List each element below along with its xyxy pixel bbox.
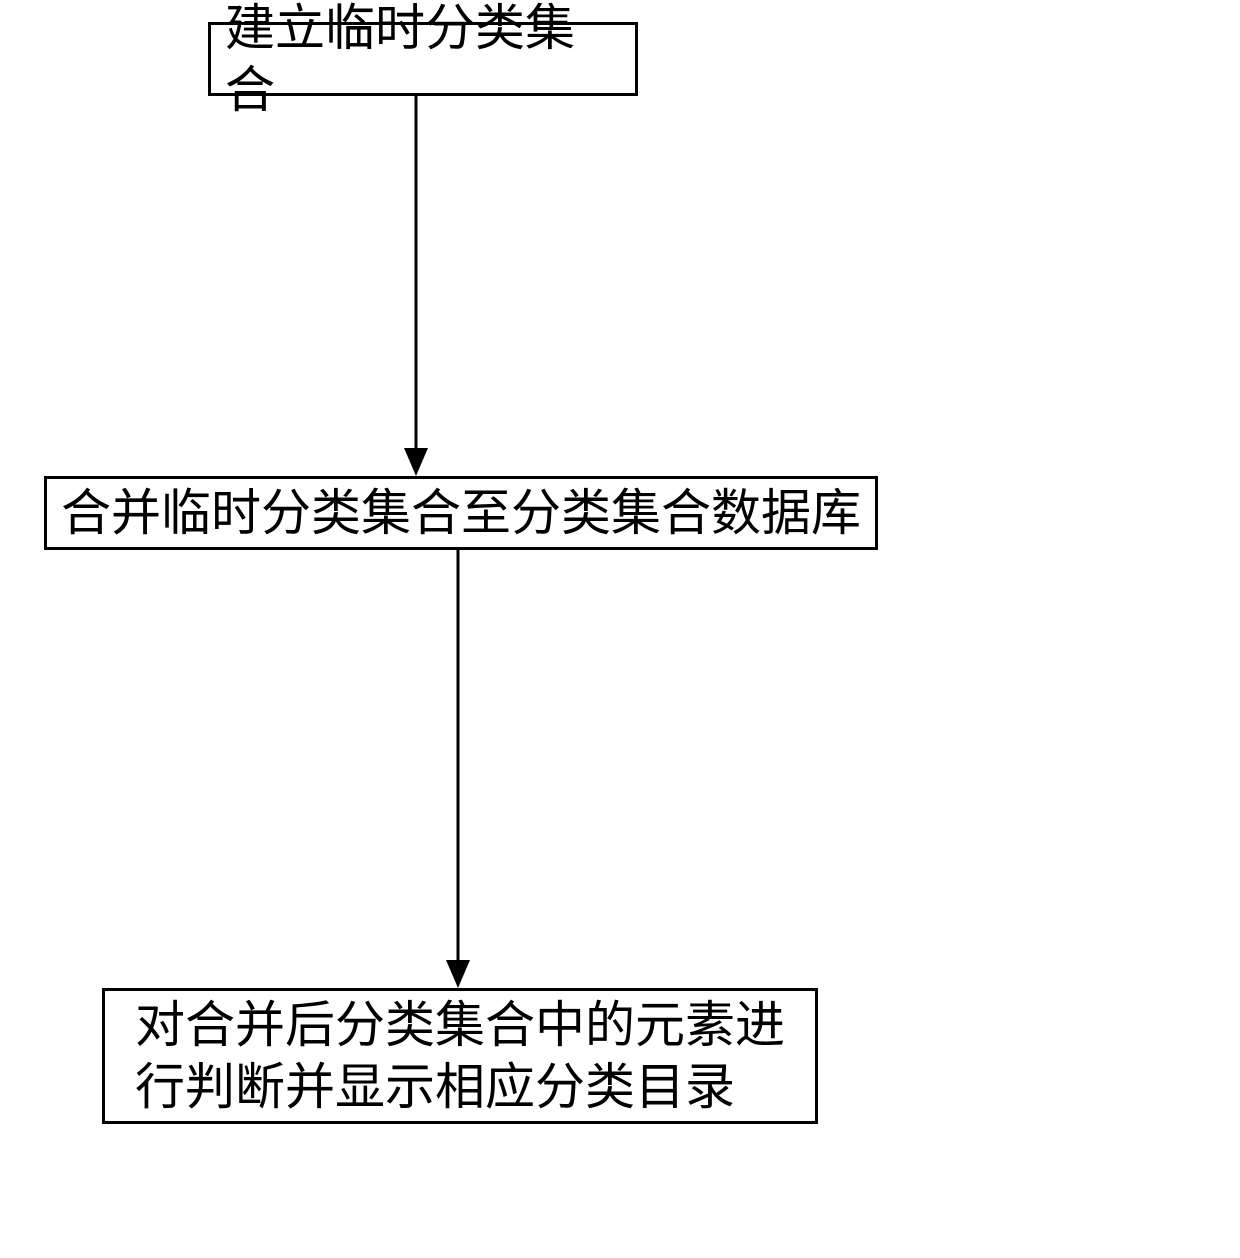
flowchart-node-label: 建立临时分类集合 — [211, 0, 635, 126]
flowchart-edge-box2-box3 — [446, 550, 470, 988]
flowchart-edge-box1-box2 — [404, 96, 428, 476]
flowchart-node-box2: 合并临时分类集合至分类集合数据库 — [44, 476, 878, 550]
flowchart-node-label: 对合并后分类集合中的元素进 行判断并显示相应分类目录 — [121, 990, 799, 1123]
flowchart-node-box3: 对合并后分类集合中的元素进 行判断并显示相应分类目录 — [102, 988, 818, 1124]
flowchart-node-label: 合并临时分类集合至分类集合数据库 — [47, 478, 875, 549]
flowchart-container: 建立临时分类集合合并临时分类集合至分类集合数据库对合并后分类集合中的元素进 行判… — [0, 0, 1240, 1258]
flowchart-node-box1: 建立临时分类集合 — [208, 22, 638, 96]
